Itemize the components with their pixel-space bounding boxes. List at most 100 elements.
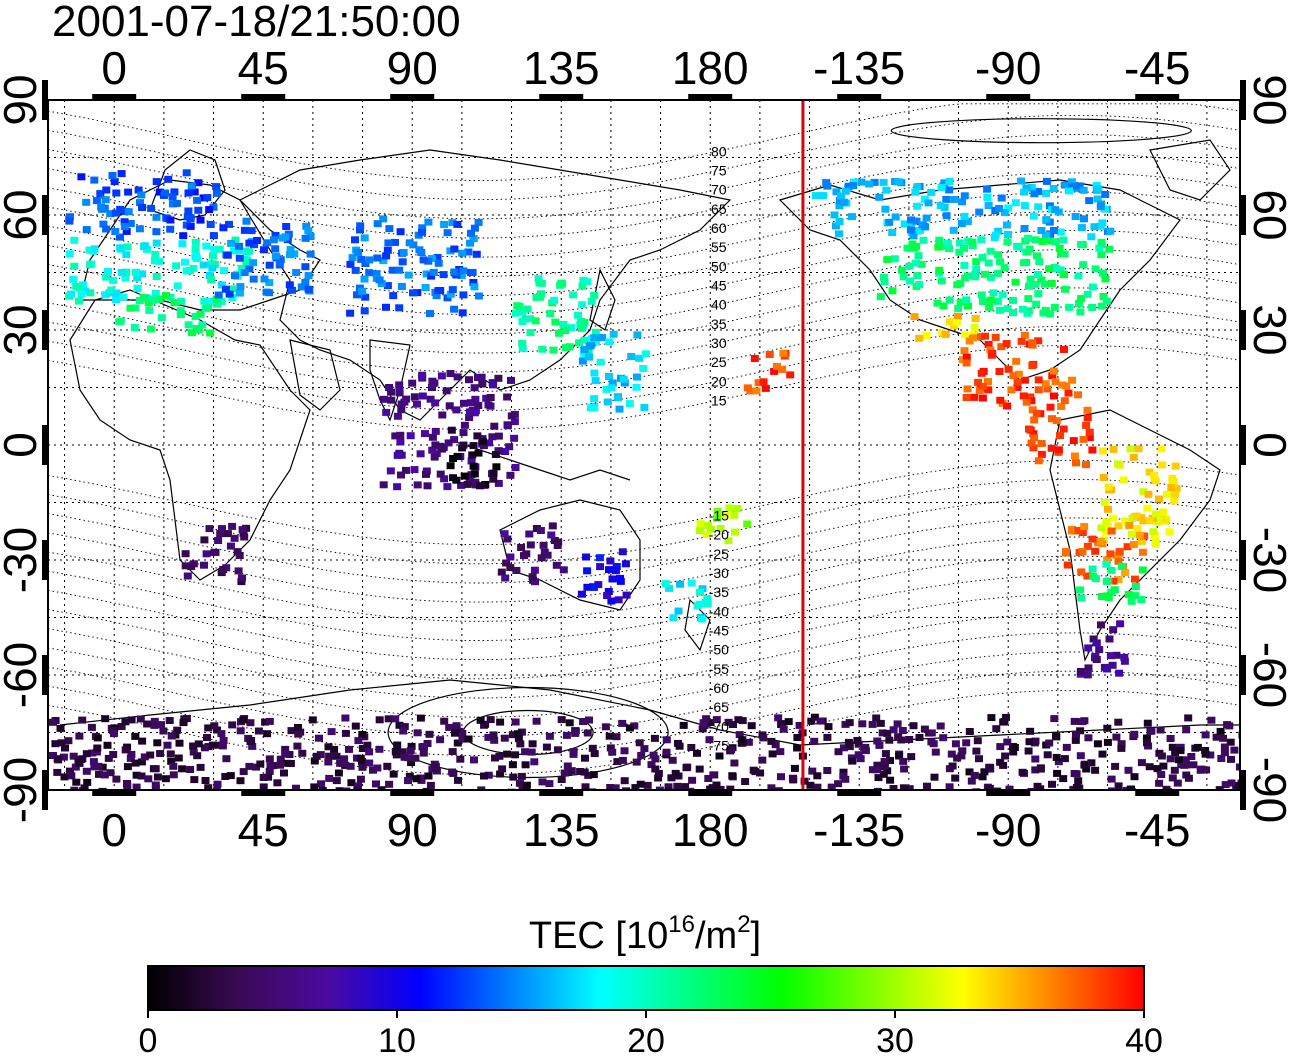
- tec-cell: [460, 421, 469, 429]
- tec-cell: [830, 211, 839, 219]
- tec-cell: [917, 260, 926, 268]
- tec-cell: [301, 263, 310, 271]
- tec-cell: [353, 786, 362, 790]
- tec-cell: [456, 755, 465, 763]
- tec-cell: [1095, 646, 1104, 654]
- tec-cell: [696, 520, 705, 528]
- tec-cell: [181, 258, 189, 266]
- tec-cell: [965, 768, 974, 776]
- tec-cell: [235, 289, 244, 297]
- tec-cell: [304, 227, 313, 235]
- tec-cell: [109, 276, 118, 284]
- tec-cell: [1024, 747, 1033, 755]
- magnetic-latitude-label: 60: [711, 220, 727, 236]
- tec-cell: [587, 297, 596, 305]
- tec-cell: [513, 730, 522, 738]
- tec-cell: [526, 541, 535, 549]
- tec-cell: [440, 221, 449, 228]
- tec-cell: [611, 567, 620, 575]
- tec-cell: [942, 212, 951, 220]
- tec-cell: [1037, 227, 1046, 234]
- tec-cell: [507, 376, 515, 384]
- tec-cell: [1057, 403, 1066, 410]
- tec-cell: [557, 279, 566, 287]
- tec-cell: [984, 202, 993, 209]
- tec-cell: [1115, 669, 1124, 677]
- tec-cell: [1131, 583, 1140, 590]
- tec-cell: [977, 236, 986, 244]
- tec-cell: [77, 290, 86, 298]
- tec-cell: [1001, 752, 1010, 760]
- tec-cell: [155, 257, 164, 265]
- tec-cell: [1114, 522, 1123, 530]
- tec-cell: [1078, 548, 1087, 556]
- tec-cell: [424, 772, 433, 780]
- tec-cell: [245, 265, 254, 273]
- tec-cell: [496, 770, 505, 778]
- tec-cell: [436, 442, 445, 450]
- tec-cell: [548, 522, 557, 530]
- tec-cell: [346, 260, 355, 268]
- tec-cell: [983, 185, 992, 193]
- tec-cell: [696, 527, 704, 535]
- tec-cell: [429, 268, 438, 276]
- tec-cell: [77, 756, 86, 763]
- tec-cell: [1032, 409, 1041, 417]
- tec-cell: [451, 729, 459, 737]
- tec-cell: [191, 238, 200, 246]
- right-latitude-label: -60: [1244, 642, 1292, 708]
- tec-cell: [806, 781, 815, 789]
- tec-cell: [1032, 300, 1041, 308]
- tec-cell: [123, 782, 132, 790]
- tec-cell: [598, 334, 607, 341]
- tec-cell: [591, 328, 600, 336]
- tec-cell: [399, 727, 408, 735]
- frame-tick-bottom: [539, 790, 584, 796]
- tec-cell: [324, 758, 333, 766]
- tec-cell: [261, 718, 270, 726]
- tec-cell: [243, 248, 252, 255]
- tec-cell: [1114, 576, 1123, 584]
- tec-cell: [239, 716, 248, 724]
- tec-cell: [1072, 784, 1081, 790]
- tec-cell: [1096, 538, 1105, 545]
- top-longitude-ticks: 0 45 90 135 180 -135 -90 -45: [101, 42, 1190, 94]
- tec-cell: [557, 716, 566, 724]
- tec-cell: [647, 761, 656, 769]
- tec-cell: [559, 320, 568, 328]
- tec-cell: [839, 744, 848, 752]
- tec-cell: [985, 303, 994, 311]
- tec-cell: [172, 199, 181, 207]
- tec-cell: [712, 716, 721, 724]
- tec-cell: [651, 755, 660, 763]
- magnetic-latitude-contour: [48, 325, 1240, 411]
- tec-cell: [67, 772, 76, 780]
- tec-cell: [1023, 309, 1032, 317]
- tec-cell: [218, 742, 227, 750]
- tec-cell: [342, 787, 351, 790]
- tec-cell: [1236, 763, 1240, 771]
- colorbar-tick-label: 30: [876, 1022, 914, 1057]
- tec-cell: [844, 182, 853, 190]
- tec-cell: [547, 531, 556, 539]
- tec-cell: [163, 741, 172, 749]
- tec-cell: [345, 745, 353, 753]
- tec-cell: [841, 720, 850, 728]
- tec-cell: [459, 267, 468, 275]
- tec-cell: [292, 269, 301, 276]
- top-longitude-label: -45: [1124, 42, 1190, 94]
- tec-cell: [409, 241, 418, 249]
- tec-cell: [835, 218, 844, 225]
- tec-cell: [161, 189, 169, 197]
- tec-cell: [1098, 593, 1106, 600]
- tec-cell: [934, 243, 943, 251]
- tec-cell: [356, 754, 365, 762]
- tec-cell: [287, 727, 296, 735]
- tec-cell: [596, 563, 605, 571]
- tec-cell: [893, 720, 902, 728]
- tec-cell: [554, 329, 563, 337]
- tec-cell: [1119, 476, 1128, 484]
- tec-cell: [1004, 231, 1012, 238]
- tec-cell: [705, 736, 714, 744]
- tec-cell: [178, 240, 187, 248]
